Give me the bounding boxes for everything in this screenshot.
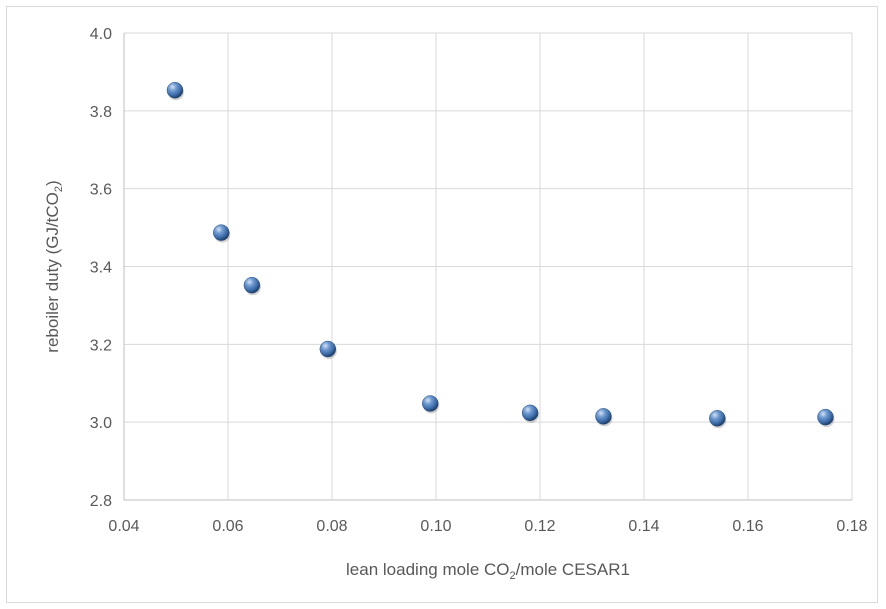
x-tick-label: 0.16 [732, 518, 763, 535]
y-tick-label: 4.0 [90, 26, 112, 43]
data-point [166, 81, 184, 99]
x-tick-label: 0.08 [316, 518, 347, 535]
x-axis-title: lean loading mole CO2/mole CESAR1 [346, 560, 630, 582]
y-tick-label: 3.0 [90, 415, 112, 432]
x-tick-label: 0.04 [108, 518, 139, 535]
tick-labels: 0.04 0.06 0.08 0.10 0.12 0.14 0.16 0.18 2.8 3.0 3.… [90, 26, 868, 535]
x-tick-label: 0.12 [524, 518, 555, 535]
data-point [595, 408, 612, 425]
data-point [817, 408, 834, 426]
x-tick-label: 0.14 [628, 518, 659, 535]
y-tick-label: 2.8 [90, 493, 112, 510]
data-points [166, 81, 835, 429]
data-point [709, 410, 726, 427]
data-point [422, 395, 439, 412]
grid-lines [123, 32, 853, 501]
x-tick-label: 0.18 [836, 518, 867, 535]
chart-frame [6, 6, 878, 603]
data-point [243, 276, 261, 294]
data-point [521, 404, 539, 422]
y-tick-label: 3.4 [90, 260, 112, 277]
x-tick-label: 0.06 [212, 518, 243, 535]
y-tick-label: 3.8 [90, 104, 112, 121]
y-tick-label: 3.6 [90, 182, 112, 199]
axes [123, 33, 852, 501]
y-axis-title: reboiler duty (GJ/tCO2) [43, 180, 65, 352]
data-point [319, 340, 337, 358]
y-tick-label: 3.2 [90, 337, 112, 354]
data-point [212, 224, 230, 241]
x-tick-label: 0.10 [420, 518, 451, 535]
